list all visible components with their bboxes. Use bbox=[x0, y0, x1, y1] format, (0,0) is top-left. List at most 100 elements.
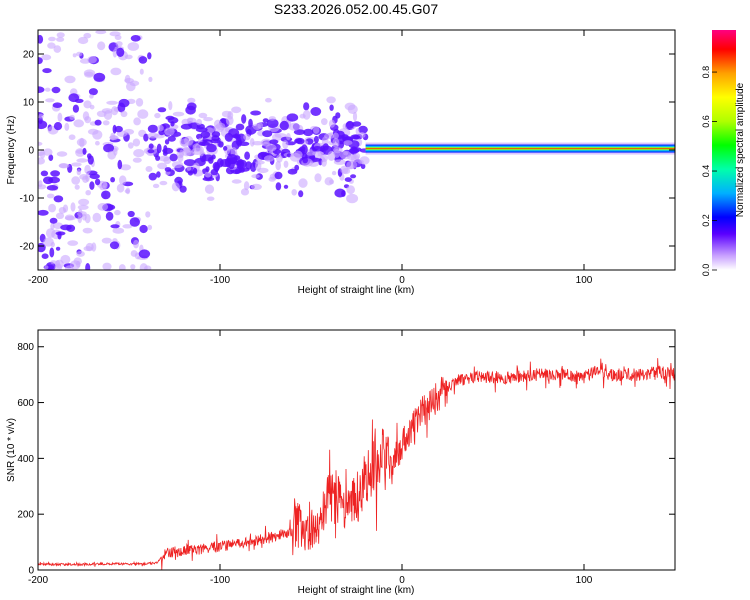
spectrogram-blob bbox=[122, 224, 133, 229]
spectrogram-blob bbox=[252, 123, 261, 130]
spectrogram-blob bbox=[223, 146, 228, 151]
spectrogram-blob bbox=[89, 94, 94, 99]
spectrogram-blob bbox=[301, 144, 308, 155]
spectrogram-blob bbox=[38, 113, 44, 119]
spectrogram-blob bbox=[120, 110, 128, 118]
spectrogram-blob bbox=[85, 263, 91, 270]
spectrogram-blob bbox=[355, 128, 360, 135]
spectrogram-blob bbox=[109, 135, 119, 140]
spectrogram-blob bbox=[313, 135, 319, 144]
spectrogram-blob bbox=[201, 154, 214, 162]
spectrogram-blob bbox=[312, 146, 323, 153]
spectrogram-y-tick-label: -10 bbox=[20, 194, 35, 205]
spectrogram-blob bbox=[269, 139, 279, 145]
spectrogram-blob bbox=[56, 151, 68, 157]
snr-x-axis: -200 -100 0 100 bbox=[28, 330, 593, 586]
spectrogram-blob bbox=[118, 98, 130, 108]
spectrogram-blob bbox=[94, 178, 101, 186]
spectrogram-blob bbox=[309, 157, 321, 162]
spectrogram-blob bbox=[53, 195, 64, 203]
spectrogram-blob bbox=[82, 147, 87, 155]
spectrogram-blob bbox=[38, 57, 43, 65]
spectrogram-blob bbox=[88, 88, 98, 96]
ridge-band bbox=[365, 144, 675, 153]
snr-y-tick-label: 600 bbox=[17, 398, 34, 409]
spectrogram-blob bbox=[94, 119, 102, 126]
spectrogram-blob bbox=[76, 158, 88, 163]
spectrogram-blob bbox=[111, 106, 119, 116]
spectrogram-blob bbox=[114, 209, 121, 216]
spectrogram-blob bbox=[212, 161, 221, 171]
spectrogram-blob bbox=[156, 143, 162, 154]
spectrogram-blob bbox=[56, 32, 65, 38]
spectrogram-blob bbox=[68, 93, 80, 103]
spectrogram-blob bbox=[172, 111, 185, 117]
spectrogram-blob bbox=[213, 124, 225, 133]
spectrogram-blob bbox=[346, 185, 356, 195]
spectrogram-blob bbox=[243, 181, 250, 191]
spectrogram-blob bbox=[101, 237, 112, 244]
spectrogram-blob bbox=[73, 119, 84, 128]
spectrogram-blob bbox=[77, 215, 83, 224]
spectrogram-blob bbox=[47, 42, 56, 49]
spectrogram-y-tick-label: 0 bbox=[28, 146, 34, 157]
spectrogram-blob bbox=[327, 151, 336, 161]
spectrogram-blob bbox=[48, 36, 56, 42]
spectrogram-y-label: Frequency (Hz) bbox=[6, 116, 17, 185]
spectrogram-blob bbox=[55, 246, 61, 251]
spectrogram-blob bbox=[130, 264, 136, 270]
colorbar-label: Normalized spectral amplitude bbox=[735, 82, 746, 217]
spectrogram-blob bbox=[346, 160, 358, 170]
spectrogram-blob bbox=[317, 151, 323, 157]
spectrogram-blob bbox=[180, 123, 193, 130]
spectrogram-blob bbox=[78, 198, 90, 206]
spectrogram-blob bbox=[116, 183, 125, 193]
spectrogram-blob bbox=[62, 204, 69, 213]
spectrogram-blob bbox=[64, 75, 76, 84]
spectrogram-blob bbox=[103, 181, 108, 190]
spectrogram-y-axis: -20 -10 0 10 20 bbox=[20, 50, 675, 253]
spectrogram-blob bbox=[241, 114, 247, 124]
spectrogram-blob bbox=[97, 203, 109, 211]
spectrogram-blob bbox=[334, 188, 346, 198]
spectrogram-blob bbox=[320, 145, 325, 152]
spectrogram-blob bbox=[343, 140, 353, 146]
spectrogram-blob bbox=[69, 114, 75, 120]
spectrogram-blob bbox=[264, 155, 275, 162]
spectrogram-blob bbox=[294, 164, 300, 171]
spectrogram-blob bbox=[41, 54, 52, 61]
spectrogram-blob bbox=[72, 53, 77, 58]
spectrogram-blob bbox=[283, 160, 289, 168]
spectrogram-blob bbox=[113, 147, 118, 156]
spectrogram-blob bbox=[77, 211, 87, 217]
spectrogram-blob bbox=[40, 170, 49, 177]
spectrogram-blob bbox=[38, 120, 48, 130]
spectrogram-blob bbox=[147, 224, 153, 231]
spectrogram-blob bbox=[95, 140, 100, 146]
colorbar-gradient bbox=[712, 30, 736, 270]
spectrogram-blob bbox=[248, 118, 253, 128]
spectrogram-blob bbox=[148, 76, 153, 82]
spectrogram-blob bbox=[74, 184, 80, 190]
spectrogram-y-tick-label: -20 bbox=[20, 242, 35, 253]
spectrogram-blob bbox=[314, 173, 322, 183]
spectrogram-blob bbox=[84, 71, 94, 78]
spectrogram-blob bbox=[235, 123, 245, 131]
spectrogram-blob bbox=[279, 120, 289, 131]
spectrogram-blob bbox=[87, 128, 99, 135]
spectrogram-blob bbox=[218, 141, 224, 148]
spectrogram-blob bbox=[57, 231, 62, 240]
spectrogram-blob bbox=[52, 102, 63, 108]
spectrogram-blob bbox=[260, 138, 272, 147]
spectrogram-blob bbox=[50, 170, 60, 177]
spectrogram-blob bbox=[237, 159, 245, 169]
spectrogram-blob bbox=[328, 119, 336, 128]
spectrogram-blob bbox=[43, 237, 54, 247]
spectrogram-blob bbox=[321, 118, 328, 126]
snr-panel: -200 -100 0 100 0 200 400 600 800 Height of str… bbox=[6, 329, 676, 596]
spectrogram-blob bbox=[303, 102, 310, 111]
spectrogram-blob bbox=[332, 132, 339, 140]
spectrogram-blob bbox=[130, 35, 141, 42]
spectrogram-blob bbox=[202, 176, 215, 182]
spectrogram-blob bbox=[155, 155, 161, 161]
